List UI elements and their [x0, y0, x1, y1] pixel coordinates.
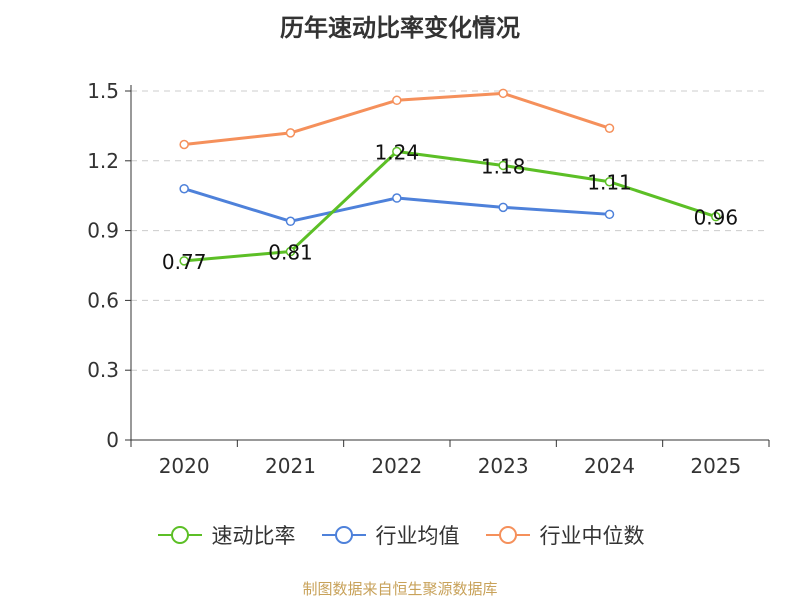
data-point: [711, 211, 721, 222]
legend-item-industry-median[interactable]: 行业中位数: [484, 520, 645, 550]
data-label: 0.96: [694, 206, 739, 230]
y-tick-label: 0.9: [87, 219, 119, 243]
y-tick-label: 0.6: [87, 288, 119, 312]
data-label: 1.18: [481, 154, 526, 178]
data-point: [179, 256, 189, 266]
data-point: [498, 160, 508, 171]
legend-item-industry-mean[interactable]: 行业均值: [320, 520, 460, 550]
data-point: [285, 246, 296, 257]
data-labels: 0.77 0.81 1.24 1.18 1.11 0.96: [162, 140, 738, 273]
data-point: [179, 183, 189, 194]
x-tick-label: 2023: [478, 454, 529, 478]
data-point: [392, 95, 402, 106]
x-tick-label: 2021: [265, 454, 316, 478]
legend-label: 行业中位数: [539, 524, 645, 548]
data-point: [285, 216, 296, 227]
y-tick-label: 0: [106, 428, 119, 452]
grid-lines: [131, 90, 769, 371]
data-label: 1.11: [587, 171, 632, 195]
source-note: 制图数据来自恒生聚源数据库: [302, 580, 498, 598]
data-point: [604, 209, 615, 220]
axes: 0 0.3 0.6 0.9 1.2 1.5 2020 2021 2022 2023 2024 2025: [87, 79, 770, 478]
legend-label: 速动比率: [211, 524, 296, 548]
legend-line-icon: [485, 526, 530, 544]
y-tick-label: 1.2: [87, 149, 119, 173]
series-line: [184, 149, 717, 263]
data-point: [498, 202, 508, 213]
x-tick-label: 2025: [690, 454, 741, 478]
data-point: [604, 123, 615, 133]
chart-title: 历年速动比率变化情况: [280, 14, 520, 42]
data-point: [604, 176, 615, 187]
data-label: 0.81: [268, 241, 313, 265]
legend-line-icon: [321, 526, 366, 544]
data-label: 1.24: [375, 140, 420, 164]
x-tick-label: 2022: [371, 454, 422, 478]
data-label: 0.77: [162, 250, 207, 274]
legend-item-quick-ratio[interactable]: 速动比率: [156, 520, 296, 550]
legend-line-icon: [157, 526, 202, 544]
x-tick-label: 2024: [584, 454, 635, 478]
data-point: [285, 128, 296, 138]
data-point: [392, 193, 402, 203]
y-tick-label: 1.5: [87, 79, 119, 103]
data-point: [498, 88, 508, 99]
data-point: [392, 146, 402, 157]
y-tick-label: 0.3: [87, 358, 119, 382]
legend-label: 行业均值: [375, 524, 460, 548]
legend: 速动比率 行业均值 行业中位数: [0, 520, 800, 550]
series-lines: [179, 88, 721, 266]
data-point: [179, 139, 189, 150]
x-tick-label: 2020: [159, 454, 210, 478]
